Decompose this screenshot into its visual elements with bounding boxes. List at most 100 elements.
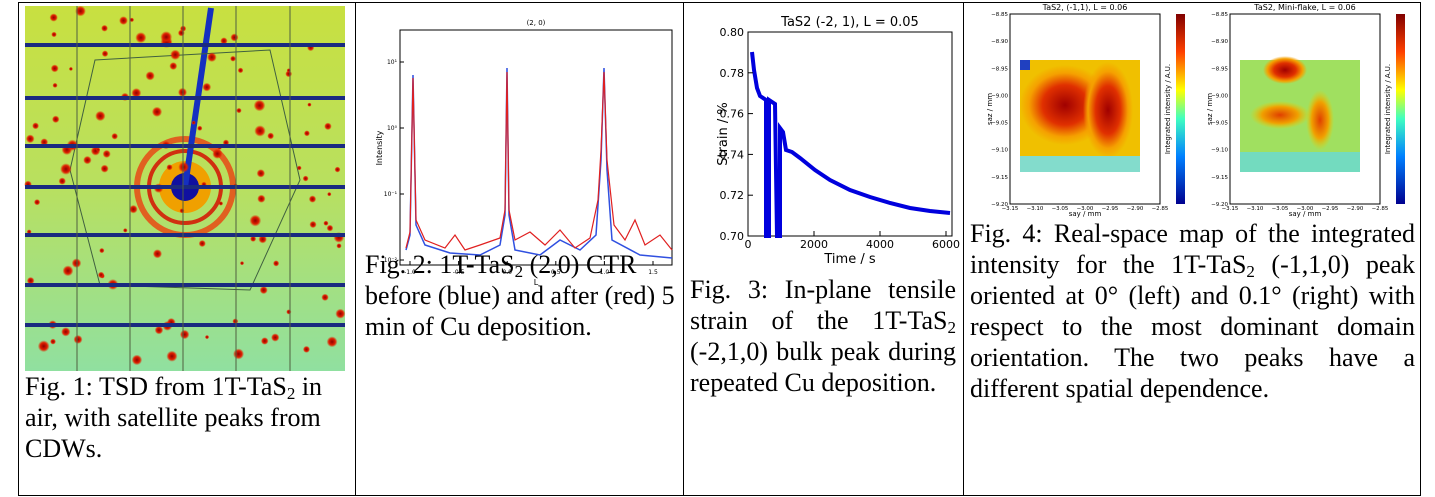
detector-gap <box>25 233 345 237</box>
x-tick-label: 1.0 <box>600 269 610 276</box>
spot <box>254 125 266 137</box>
spot <box>51 31 57 38</box>
caption-text: Fig. 3: In-plane tensile strain of the 1… <box>690 275 956 335</box>
x-label: L <box>534 278 539 287</box>
spot <box>336 243 342 249</box>
spot <box>75 5 86 17</box>
panel-title: TaS2, (-1,1), L = 0.06 <box>1042 3 1128 12</box>
spot <box>334 166 341 173</box>
x-label: Time / s <box>823 252 875 267</box>
caption-text: (-2,1,0) bulk peak during repeated Cu de… <box>690 337 956 397</box>
x-tick-label: −3.15 <box>1002 206 1019 212</box>
spot <box>236 107 242 114</box>
spot <box>206 52 217 63</box>
x-tick-label: −2.90 <box>1127 206 1144 212</box>
spot <box>296 165 302 171</box>
spot <box>250 235 257 242</box>
map-blob <box>1263 56 1307 84</box>
y-label: Intensity <box>375 130 384 165</box>
spot <box>179 208 185 214</box>
y-label: saz / mm <box>1206 93 1214 125</box>
spot <box>33 199 41 206</box>
spot <box>212 148 223 159</box>
x-tick-label: −3.15 <box>1222 206 1239 212</box>
detector-gap <box>25 144 345 148</box>
detector-gap <box>25 96 345 100</box>
y-tick-label: 10⁻¹ <box>384 191 398 198</box>
y-tick-label: −9.05 <box>991 121 1008 127</box>
colorbar-label: Integrated intensity / A.U. <box>1384 64 1392 154</box>
spot <box>218 201 224 206</box>
subscript: 2 <box>1246 262 1255 281</box>
x-tick-label: 1.5 <box>648 269 658 276</box>
spot <box>50 338 56 345</box>
spot <box>170 49 181 60</box>
caption: Fig. 2: 1T-TaS2 (2,0) CTR before (blue) … <box>365 249 677 342</box>
y-tick-label: 0.72 <box>720 189 745 202</box>
strain-plot: TaS2 (-2, 1), L = 0.05 Strain / % Time / s… <box>716 15 960 267</box>
spot <box>25 134 35 144</box>
spot <box>204 335 210 340</box>
map-blob <box>1083 62 1133 158</box>
spot <box>323 220 329 226</box>
spot <box>257 194 266 203</box>
spot <box>160 31 173 43</box>
caption-text: Fig. 4: Real-space map of the integrated… <box>970 219 1415 279</box>
y-tick-label: −9.05 <box>1211 121 1228 127</box>
spot <box>324 122 332 131</box>
spot <box>169 62 178 70</box>
x-label: say / mm <box>1069 210 1102 218</box>
map-blob <box>1306 90 1334 150</box>
spot <box>95 110 106 122</box>
spot <box>100 164 109 173</box>
spot <box>166 350 178 362</box>
colorbar <box>1176 14 1185 204</box>
spot <box>249 214 262 227</box>
spot <box>135 32 147 44</box>
spot <box>321 293 329 301</box>
y-tick-label: −8.85 <box>1211 12 1228 18</box>
caption-text: in air, with satellite peaks from CDWs. <box>25 372 323 463</box>
spot <box>73 334 83 344</box>
spot <box>50 64 59 73</box>
x-tick-label: −2.95 <box>1102 206 1119 212</box>
spot <box>267 132 275 140</box>
y-tick-label: 0.74 <box>720 148 745 161</box>
x-tick-label: −3.05 <box>1052 206 1069 212</box>
spot <box>202 82 212 92</box>
x-tick-label: −2.90 <box>1347 206 1364 212</box>
spot <box>151 106 163 117</box>
x-tick-label: −3.10 <box>1027 206 1044 212</box>
x-tick-label: −3.00 <box>1297 206 1314 212</box>
x-tick-label: −2.95 <box>1322 206 1339 212</box>
spot <box>177 29 185 37</box>
y-tick-label: 10⁻² <box>384 257 398 264</box>
y-tick-label: −8.95 <box>991 66 1008 72</box>
caption: Fig. 1: TSD from 1T-TaS2 in air, with sa… <box>25 371 353 464</box>
cell <box>963 2 1421 496</box>
spot <box>52 82 58 88</box>
tsd-image <box>24 5 346 371</box>
spot <box>152 249 163 259</box>
y-tick-label: −9.00 <box>991 93 1008 99</box>
plot-title: (2, 0) <box>527 19 546 27</box>
y-tick-label: 0.76 <box>720 108 745 121</box>
spot <box>232 318 239 325</box>
x-tick-label: -0.5 <box>453 269 465 276</box>
spot <box>230 55 236 62</box>
spot <box>285 70 293 78</box>
spot <box>327 192 332 197</box>
caption-text: (-1,1,0) peak oriented at 0° (left) and … <box>970 250 1415 403</box>
y-tick-label: −9.20 <box>1211 202 1228 208</box>
subscript: 2 <box>286 384 296 403</box>
spot <box>119 16 128 25</box>
spot <box>97 271 105 279</box>
y-tick-label: −9.10 <box>1211 148 1228 154</box>
spot <box>309 220 317 229</box>
x-tick-label: 0 <box>745 238 752 251</box>
x-label: say / mm <box>1289 210 1322 218</box>
caption: Fig. 3: In-plane tensile strain of the 1… <box>690 274 956 398</box>
y-tick-label: 0.80 <box>720 26 745 39</box>
spot <box>256 169 266 178</box>
spot <box>58 177 66 185</box>
